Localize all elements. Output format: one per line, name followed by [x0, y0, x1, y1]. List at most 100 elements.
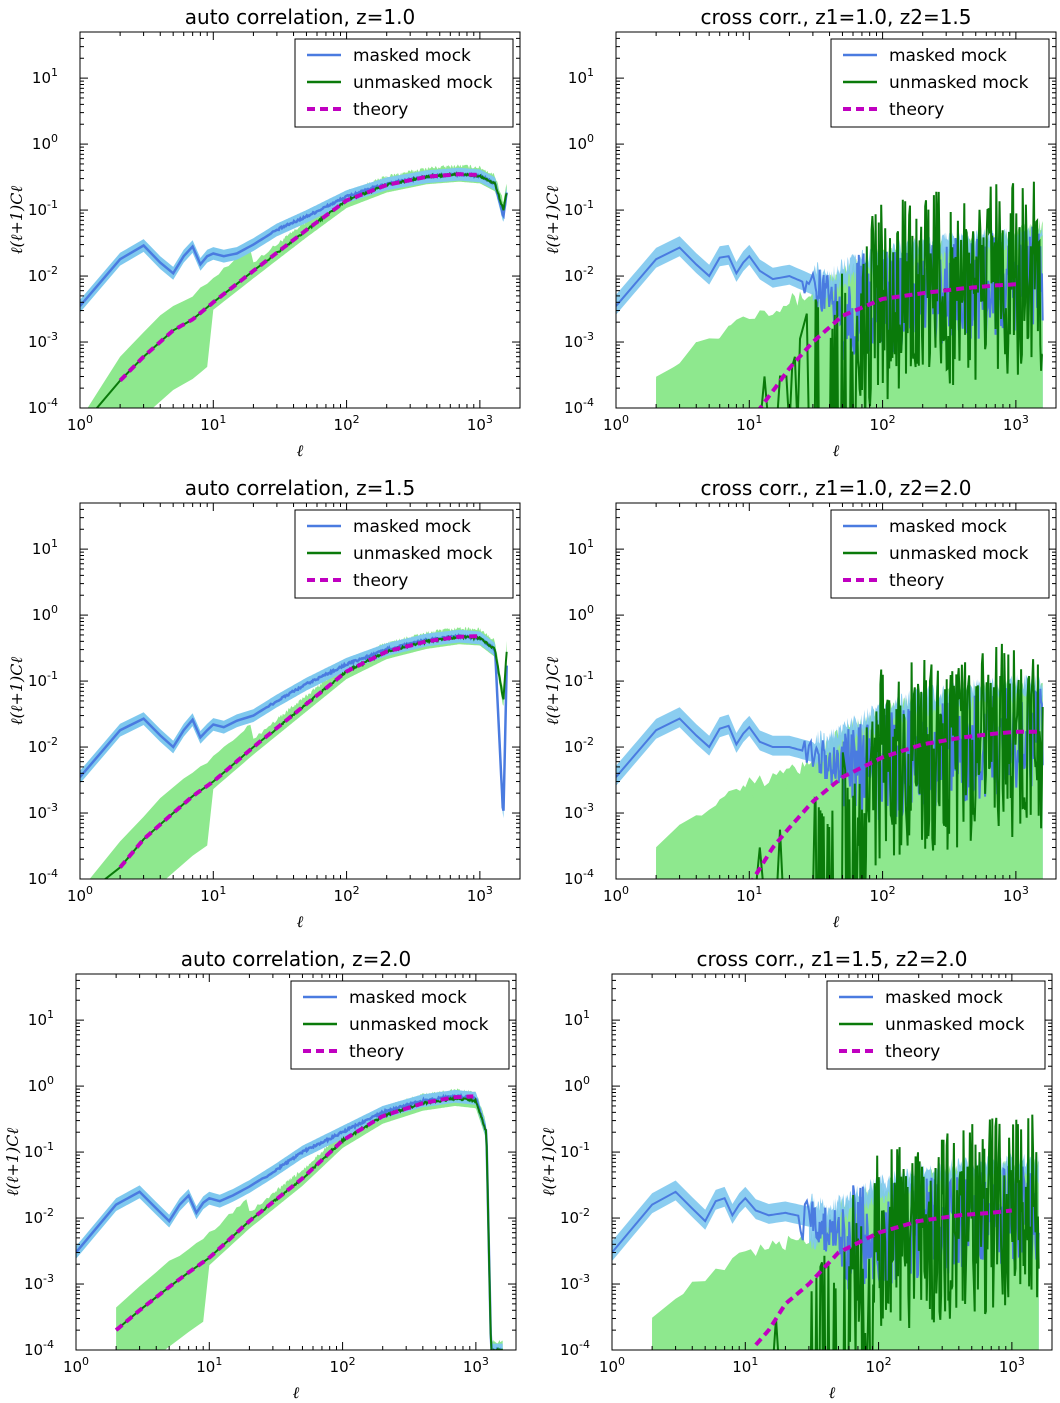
y-tick-label: 10-2 — [564, 264, 594, 285]
legend-label: theory — [889, 571, 944, 591]
y-tick-label: 10-3 — [28, 330, 58, 351]
x-axis-label: ℓ — [297, 912, 304, 931]
y-tick-label: 10-1 — [24, 1140, 54, 1161]
y-tick-label: 10-4 — [28, 396, 58, 417]
legend: masked mock unmasked mock theory — [294, 509, 514, 599]
y-tick-label: 100 — [32, 603, 58, 624]
y-tick-label: 101 — [568, 66, 594, 87]
y-tick-label: 10-3 — [564, 330, 594, 351]
y-tick-label: 10-4 — [560, 1338, 590, 1359]
y-axis-label: ℓ(ℓ+1)Cℓ — [543, 186, 562, 255]
y-tick-label: 10-3 — [24, 1272, 54, 1293]
plot-area — [80, 164, 508, 408]
panel-4: 100 101 102 103 10-4 10-3 10-2 10-1 100 101 cross … — [543, 476, 1057, 931]
legend-label: theory — [885, 1042, 940, 1062]
y-tick-label: 100 — [28, 1074, 54, 1095]
y-tick-label: 101 — [568, 537, 594, 558]
legend-label: theory — [349, 1042, 404, 1062]
x-tick-label: 100 — [603, 413, 629, 434]
legend: masked mock unmasked mock theory — [294, 38, 514, 128]
chart-title: auto correlation, z=2.0 — [181, 947, 411, 971]
y-tick-label: 10-1 — [564, 669, 594, 690]
x-tick-label: 101 — [736, 413, 762, 434]
chart-title: cross corr., z1=1.0, z2=2.0 — [700, 476, 971, 500]
legend: masked mock unmasked mock theory — [830, 509, 1050, 599]
x-tick-label: 103 — [1003, 413, 1029, 434]
theory-line — [750, 729, 1038, 879]
y-tick-label: 10-2 — [28, 735, 58, 756]
y-tick-label: 100 — [568, 132, 594, 153]
theory-line — [118, 172, 478, 383]
y-tick-label: 100 — [564, 1074, 590, 1095]
y-tick-label: 10-3 — [560, 1272, 590, 1293]
x-tick-label: 103 — [467, 413, 493, 434]
legend: masked mock unmasked mock theory — [290, 980, 510, 1070]
y-tick-label: 10-1 — [560, 1140, 590, 1161]
legend-label: unmasked mock — [353, 544, 493, 564]
unmasked-mock-band — [116, 1088, 503, 1350]
x-tick-label: 101 — [200, 884, 226, 905]
legend-label: masked mock — [349, 988, 467, 1008]
y-tick-label: 101 — [32, 537, 58, 558]
x-tick-label: 103 — [463, 1355, 489, 1376]
x-axis-label: ℓ — [833, 441, 840, 460]
x-tick-label: 101 — [732, 1355, 758, 1376]
x-tick-label: 101 — [196, 1355, 222, 1376]
masked-mock-band — [80, 629, 507, 819]
chart-title: auto correlation, z=1.5 — [185, 476, 415, 500]
panel-1: 100 101 102 103 10-4 10-3 10-2 10-1 100 101 auto c… — [7, 5, 521, 460]
x-tick-label: 102 — [334, 413, 360, 434]
x-tick-label: 103 — [999, 1355, 1025, 1376]
x-tick-label: 102 — [330, 1355, 356, 1376]
x-tick-label: 102 — [870, 884, 896, 905]
y-tick-label: 10-4 — [28, 867, 58, 888]
plot-area — [76, 1088, 504, 1350]
x-axis-label: ℓ — [829, 1383, 836, 1402]
chart-title: cross corr., z1=1.0, z2=1.5 — [700, 5, 971, 29]
x-tick-label: 100 — [67, 884, 93, 905]
y-tick-label: 10-2 — [28, 264, 58, 285]
plot-area — [80, 626, 508, 879]
x-tick-label: 100 — [599, 1355, 625, 1376]
y-tick-label: 10-3 — [564, 801, 594, 822]
y-tick-label: 10-4 — [564, 396, 594, 417]
legend-label: theory — [353, 100, 408, 120]
y-axis-label: ℓ(ℓ+1)Cℓ — [543, 657, 562, 726]
chart-title: cross corr., z1=1.5, z2=2.0 — [696, 947, 967, 971]
x-tick-label: 100 — [63, 1355, 89, 1376]
y-tick-label: 10-2 — [564, 735, 594, 756]
panel-3: 100 101 102 103 10-4 10-3 10-2 10-1 100 101 auto c… — [7, 476, 521, 931]
legend-label: masked mock — [885, 988, 1003, 1008]
x-tick-label: 102 — [334, 884, 360, 905]
plot-area — [616, 181, 1044, 408]
legend-label: unmasked mock — [885, 1015, 1025, 1035]
legend-label: masked mock — [353, 46, 471, 66]
y-tick-label: 10-4 — [564, 867, 594, 888]
y-tick-label: 10-1 — [564, 198, 594, 219]
theory-line — [118, 634, 478, 869]
x-tick-label: 100 — [603, 884, 629, 905]
legend-label: masked mock — [889, 46, 1007, 66]
y-tick-label: 100 — [32, 132, 58, 153]
x-tick-label: 101 — [736, 884, 762, 905]
panel-6: 100 101 102 103 10-4 10-3 10-2 10-1 100 101 cross … — [539, 947, 1053, 1402]
y-tick-label: 10-2 — [24, 1206, 54, 1227]
legend-label: unmasked mock — [349, 1015, 489, 1035]
panel-5: 100 101 102 103 10-4 10-3 10-2 10-1 100 101 auto c… — [3, 947, 517, 1402]
y-tick-label: 10-1 — [28, 669, 58, 690]
y-tick-label: 10-1 — [28, 198, 58, 219]
x-tick-label: 100 — [67, 413, 93, 434]
legend-label: unmasked mock — [353, 73, 493, 93]
legend-label: unmasked mock — [889, 544, 1029, 564]
x-tick-label: 103 — [467, 884, 493, 905]
legend: masked mock unmasked mock theory — [830, 38, 1050, 128]
y-axis-label: ℓ(ℓ+1)Cℓ — [3, 1128, 22, 1197]
x-axis-label: ℓ — [297, 441, 304, 460]
legend-label: masked mock — [889, 517, 1007, 537]
legend-label: theory — [889, 100, 944, 120]
y-axis-label: ℓ(ℓ+1)Cℓ — [7, 186, 26, 255]
plot-area — [616, 643, 1044, 879]
unmasked-mock-line — [760, 181, 1043, 408]
y-axis-label: ℓ(ℓ+1)Cℓ — [539, 1128, 558, 1197]
